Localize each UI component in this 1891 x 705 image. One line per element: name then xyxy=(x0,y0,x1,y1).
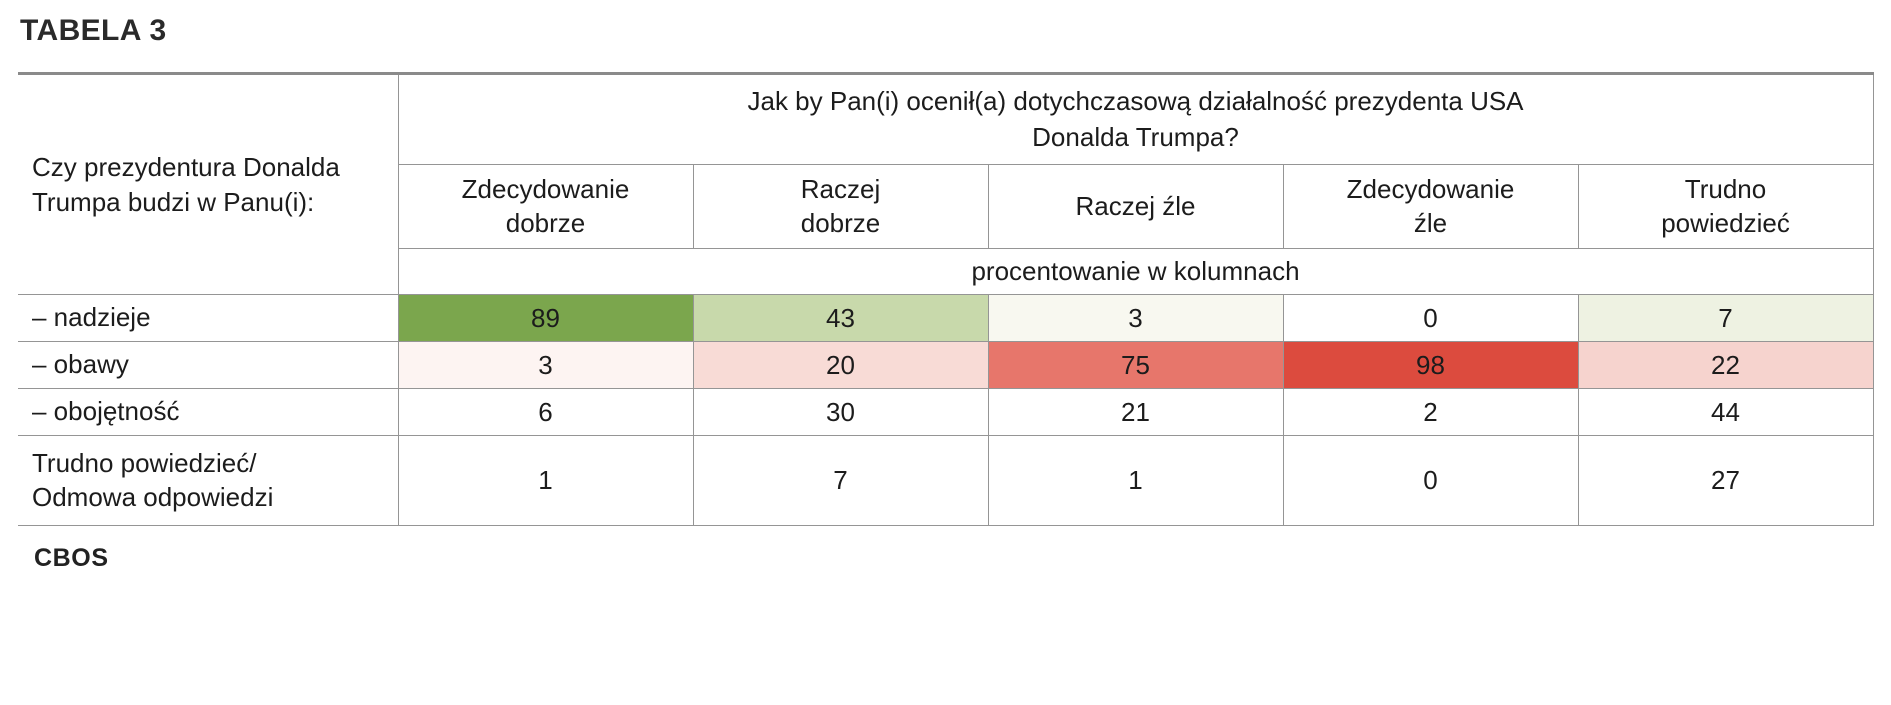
table-row-obawy: – obawy 3 20 75 98 22 xyxy=(18,341,1874,390)
data-cell: 98 xyxy=(1282,341,1579,390)
data-cell: 0 xyxy=(1282,435,1579,527)
row-label: Trudno powiedzieć/ Odmowa odpowiedzi xyxy=(18,435,399,527)
data-cell: 3 xyxy=(987,294,1284,343)
table-row-obojetnosc: – obojętność 6 30 21 2 44 xyxy=(18,388,1874,437)
column-header-raczej-zle: Raczej źle xyxy=(987,163,1284,250)
page: TABELA 3 Czy prezydentura Donalda Trumpa… xyxy=(18,14,1874,573)
percent-note: procentowanie w kolumnach xyxy=(397,248,1874,296)
data-cell: 2 xyxy=(1282,388,1579,437)
data-cell: 0 xyxy=(1282,294,1579,343)
data-cell: 30 xyxy=(692,388,989,437)
column-header-zdecydowanie-zle: Zdecydowanie źle xyxy=(1282,163,1579,250)
percent-note-row: procentowanie w kolumnach xyxy=(18,248,1874,296)
column-header-trudno-powiedziec: Trudno powiedzieć xyxy=(1577,163,1874,250)
data-cell: 20 xyxy=(692,341,989,390)
table-row-trudno-powiedziec: Trudno powiedzieć/ Odmowa odpowiedzi 1 7… xyxy=(18,435,1874,527)
row-axis-header: Czy prezydentura Donalda Trumpa budzi w … xyxy=(18,71,399,296)
data-cell: 22 xyxy=(1577,341,1874,390)
table-row-nadzieje: – nadzieje 89 43 3 0 7 xyxy=(18,294,1874,343)
data-cell: 7 xyxy=(692,435,989,527)
data-cell: 27 xyxy=(1577,435,1874,527)
column-header-zdecydowanie-dobrze: Zdecydowanie dobrze xyxy=(397,163,694,250)
data-cell: 75 xyxy=(987,341,1284,390)
row-label: – obawy xyxy=(18,341,399,390)
source-label: CBOS xyxy=(34,544,109,573)
data-cell: 1 xyxy=(397,435,694,527)
data-cell: 43 xyxy=(692,294,989,343)
data-cell: 3 xyxy=(397,341,694,390)
column-header-raczej-dobrze: Raczej dobrze xyxy=(692,163,989,250)
data-cell: 89 xyxy=(397,294,694,343)
header-group-row: Czy prezydentura Donalda Trumpa budzi w … xyxy=(18,71,1874,296)
data-cell: 21 xyxy=(987,388,1284,437)
column-headers-row: Zdecydowanie dobrze Raczej dobrze Raczej… xyxy=(18,163,1874,250)
data-cell: 44 xyxy=(1577,388,1874,437)
data-cell: 1 xyxy=(987,435,1284,527)
row-label: – obojętność xyxy=(18,388,399,437)
row-label: – nadzieje xyxy=(18,294,399,343)
data-cell: 6 xyxy=(397,388,694,437)
table-title: TABELA 3 xyxy=(20,14,167,47)
column-group-header: Jak by Pan(i) ocenił(a) dotychczasową dz… xyxy=(397,72,1874,165)
survey-crosstab-table: Czy prezydentura Donalda Trumpa budzi w … xyxy=(18,71,1874,527)
data-cell: 7 xyxy=(1577,294,1874,343)
